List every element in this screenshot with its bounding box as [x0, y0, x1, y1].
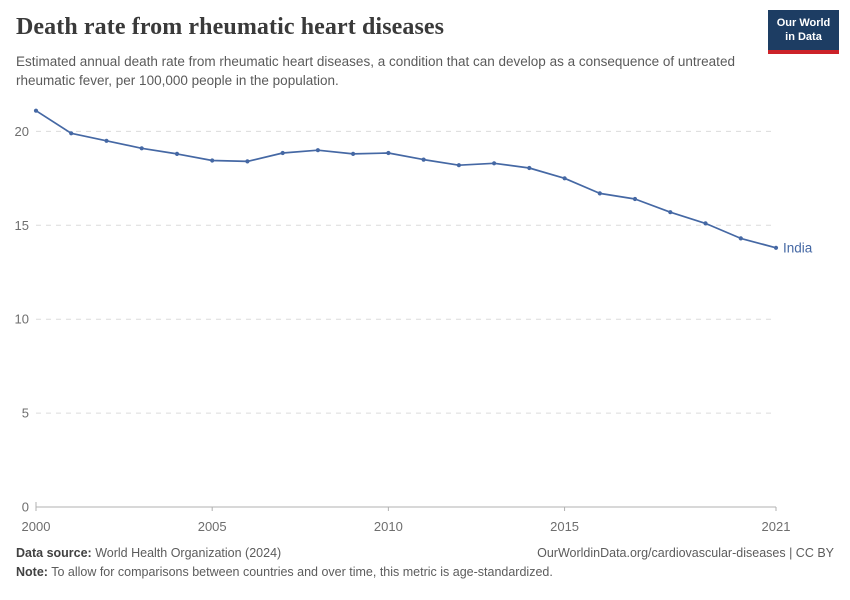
x-tick-label: 2005: [198, 519, 227, 534]
data-point[interactable]: [104, 138, 109, 143]
data-point[interactable]: [210, 158, 215, 163]
data-point[interactable]: [632, 196, 638, 202]
data-point[interactable]: [703, 221, 708, 226]
data-point[interactable]: [597, 191, 602, 196]
data-point[interactable]: [421, 157, 426, 162]
y-tick-label: 5: [22, 406, 29, 421]
data-point[interactable]: [527, 165, 532, 171]
chart-footer: Data source: World Health Organization (…: [16, 546, 834, 579]
x-tick-label: 2000: [22, 519, 51, 534]
series-line-india: [35, 109, 777, 249]
data-source-text: Data source: World Health Organization (…: [16, 546, 281, 560]
note-label: Note:: [16, 565, 48, 579]
data-point[interactable]: [738, 236, 743, 241]
y-tick-label: 15: [15, 218, 29, 233]
note-value: To allow for comparisons between countri…: [47, 565, 553, 579]
owid-url-license[interactable]: OurWorldinData.org/cardiovascular-diseas…: [537, 546, 834, 560]
y-tick-label: 10: [15, 312, 29, 327]
x-tick-label: 2021: [762, 519, 791, 534]
y-tick-label: 20: [15, 124, 29, 139]
data-point[interactable]: [456, 163, 461, 168]
data-point[interactable]: [280, 150, 285, 156]
owid-logo[interactable]: Our World in Data: [768, 10, 839, 54]
data-point[interactable]: [492, 161, 497, 166]
chart-title: Death rate from rheumatic heart diseases: [16, 14, 445, 40]
data-point[interactable]: [174, 151, 180, 156]
data-point[interactable]: [562, 176, 567, 181]
owid-logo-line2: in Data: [785, 31, 822, 44]
y-tick-label: 0: [22, 500, 29, 515]
data-source-value: World Health Organization (2024): [91, 546, 282, 560]
x-tick-label: 2010: [374, 519, 403, 534]
chart-subtitle: Estimated annual death rate from rheumat…: [16, 54, 735, 89]
data-point[interactable]: [245, 159, 250, 164]
series-label[interactable]: India: [783, 240, 813, 255]
data-point[interactable]: [351, 151, 356, 156]
data-point[interactable]: [386, 150, 391, 156]
x-tick-label: 2015: [550, 519, 579, 534]
data-point[interactable]: [33, 108, 39, 113]
data-point[interactable]: [69, 131, 74, 136]
data-point[interactable]: [668, 210, 673, 215]
data-point[interactable]: [773, 245, 779, 250]
data-source-label: Data source:: [16, 546, 92, 560]
note-text: Note: To allow for comparisons between c…: [16, 565, 553, 579]
owid-logo-line1: Our World: [776, 17, 831, 29]
data-point[interactable]: [315, 148, 320, 153]
data-point[interactable]: [139, 146, 144, 151]
